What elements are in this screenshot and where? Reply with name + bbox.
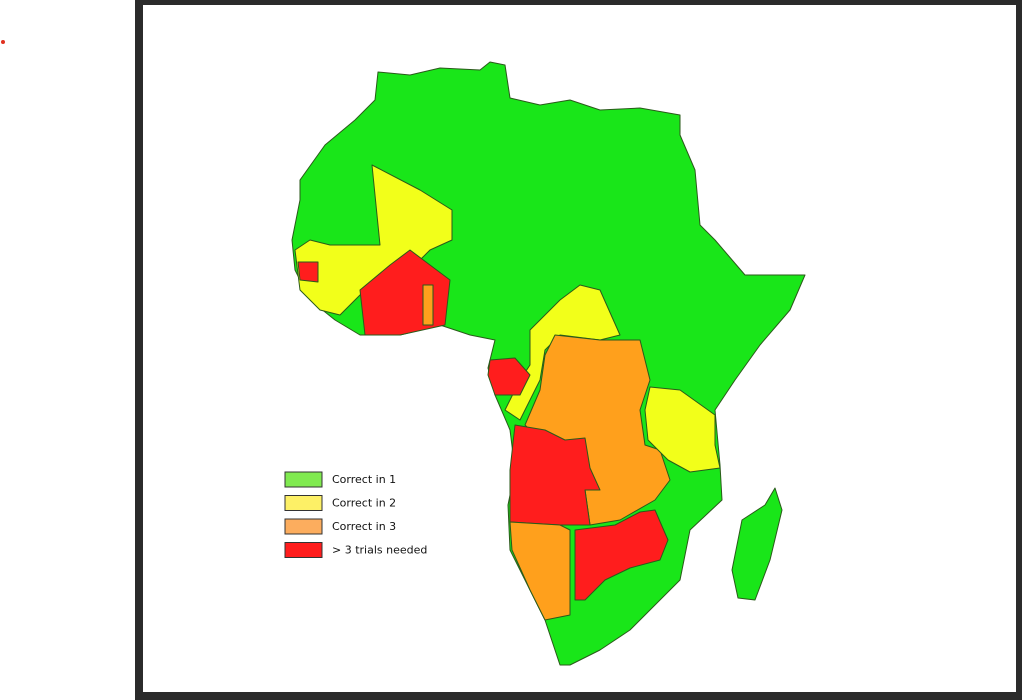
legend-label: Correct in 1 [332,473,396,486]
legend-swatch [284,542,323,558]
region-yellow-tanzania [644,386,721,473]
legend-label: Correct in 3 [332,520,396,533]
legend: Correct in 1 Correct in 2 Correct in 3 > 3 … [284,471,427,558]
marker-dot [1,40,5,44]
africa-map [291,61,806,666]
legend-swatch [284,518,323,535]
region-red-sierra [297,261,319,283]
region-orange-congo [524,334,671,526]
legend-swatch [284,471,323,488]
legend-label: > 3 trials needed [332,544,427,557]
region-orange-namibia [509,521,571,621]
legend-label: Correct in 2 [332,497,396,510]
legend-swatch [284,495,323,511]
region-yellow-west [294,164,453,316]
madagascar [731,487,783,601]
region-red-gabon [487,357,531,396]
region-red-south [574,509,669,601]
region-orange-ghana [422,284,434,326]
region-red-angola [509,424,601,526]
